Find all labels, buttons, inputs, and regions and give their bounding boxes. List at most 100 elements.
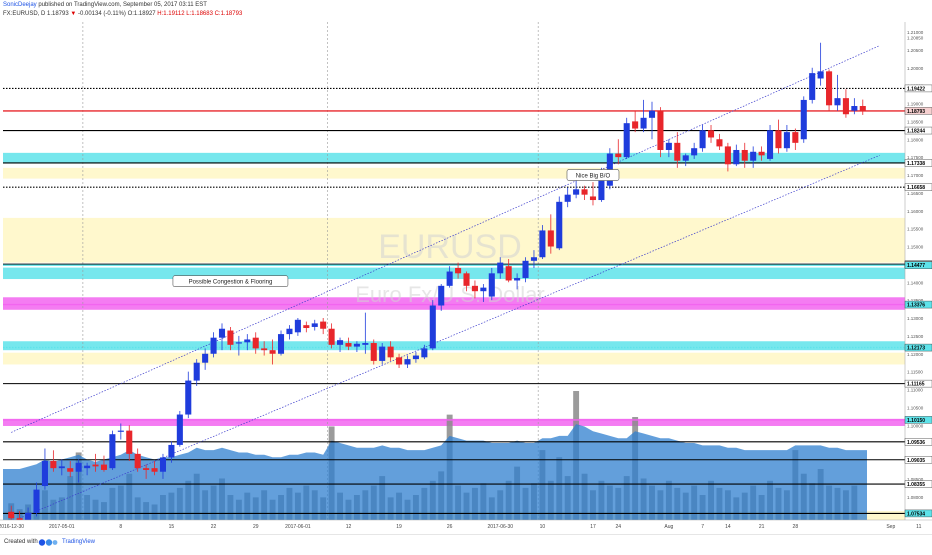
candle-body [446, 271, 453, 286]
candle-body [58, 466, 65, 469]
watermark-layer: EURUSD Euro Fx/U.S. Dollar [355, 228, 545, 307]
candle-body [235, 342, 242, 344]
candle-body [556, 201, 563, 249]
time-tick-label: 26 [447, 524, 453, 530]
author-link[interactable]: SonicDeejay [3, 2, 37, 8]
time-tick-label: 21 [759, 524, 765, 530]
candle-body [632, 121, 639, 129]
price-tick-label: 1.10000 [907, 423, 924, 428]
candle-body [345, 343, 352, 347]
horizontal-lines-layer [3, 87, 905, 514]
candle-body [100, 464, 107, 470]
candle-body [699, 130, 706, 149]
tradingview-brand-link[interactable]: TradingView [62, 539, 96, 545]
time-tick-label: 17 [590, 524, 596, 530]
candle-body [648, 110, 656, 118]
channel-line-1 [11, 155, 880, 523]
time-tick-label: 15 [169, 524, 175, 530]
candle-body [522, 260, 529, 278]
candle-body [277, 334, 285, 354]
candle-body [589, 196, 597, 201]
candle-body [353, 343, 360, 347]
time-tick-label: 11 [916, 524, 921, 530]
price-badge [904, 379, 932, 388]
change-line: -0.00134 (-0.11%) [78, 11, 126, 17]
time-tick-label: 7 [701, 524, 704, 530]
candle-body [682, 155, 689, 161]
candle-body [497, 262, 504, 274]
price-badge [904, 480, 932, 488]
candle-body [429, 305, 436, 349]
price-badge-label: 1.16658 [907, 185, 925, 191]
time-tick-label: 2017-05-01 [49, 524, 75, 530]
candle-body [269, 350, 276, 354]
candle-body [41, 461, 48, 487]
ohlc-close: C:1.18793 [214, 11, 243, 17]
time-tick-label: 2017-06-01 [285, 524, 311, 530]
candle-body [193, 362, 200, 381]
candle-body [741, 149, 748, 161]
price-badge [904, 300, 932, 309]
price-tick-label: 1.19000 [907, 102, 924, 107]
price-tick-label: 1.21000 [907, 30, 924, 35]
zone-band-7 [3, 418, 905, 426]
zone-band-0 [3, 152, 905, 164]
candle-body [328, 328, 335, 345]
candle-body [134, 453, 141, 469]
price-badge-label: 1.11165 [907, 382, 925, 388]
candle-body [311, 323, 318, 327]
candle-body [783, 132, 790, 149]
callout-box-0 [566, 169, 620, 181]
time-tick-label: 29 [253, 524, 259, 530]
zone-band-5 [3, 341, 905, 351]
candle-body [767, 130, 774, 159]
price-badge-label: 1.18793 [907, 109, 925, 115]
price-tick-label: 1.16000 [907, 209, 924, 214]
candle-body [320, 321, 327, 329]
candle-body [809, 73, 816, 100]
time-tick-label: 2016-12-30 [0, 524, 24, 530]
zone-band-1 [3, 167, 905, 179]
candle-body [412, 355, 419, 360]
candle-body [471, 285, 478, 292]
price-tick-label: 1.16500 [907, 191, 924, 196]
price-badge-label: 1.08355 [907, 482, 925, 488]
candle-body [724, 146, 731, 165]
channel-layer [11, 45, 880, 523]
price-tick-label: 1.08000 [907, 495, 924, 500]
candle-body [573, 189, 580, 195]
tradingview-logo-icon[interactable] [38, 538, 58, 547]
candle-body [834, 98, 841, 106]
candle-body [117, 430, 124, 432]
candle-body [337, 340, 344, 345]
publish-info: SonicDeejay published on TradingView.com… [3, 2, 207, 8]
candle-body [674, 142, 681, 161]
candle-body [826, 71, 833, 106]
price-badge [904, 183, 932, 191]
candles-layer [8, 42, 866, 531]
candle-body [286, 328, 293, 335]
candle-body [463, 273, 470, 286]
price-axis[interactable]: 1.210001.208501.205001.200001.195001.190… [904, 0, 932, 520]
price-badge [904, 84, 932, 93]
price-tick-label: 1.15500 [907, 227, 924, 232]
candle-body [33, 489, 40, 513]
candle-body [505, 266, 512, 281]
callout-box-1 [172, 275, 289, 288]
price-tick-label: 1.18500 [907, 119, 924, 124]
price-tick-label: 1.12000 [907, 352, 924, 357]
price-badge-label: 1.07534 [907, 511, 925, 517]
ohlc-low: L:1.18683 [186, 11, 213, 17]
time-tick-label: 14 [725, 524, 731, 530]
time-tick-label: 8 [119, 524, 122, 530]
candle-body [800, 99, 807, 140]
time-axis[interactable]: 2016-12-30 2017-05-01 8 15 22 29 2017-06-01 12 1… [0, 519, 932, 534]
price-badge [904, 107, 932, 115]
ohlc-open: O:1.18927 [127, 11, 156, 17]
volume-average-area [3, 424, 867, 521]
symbol-line: FX:EURUSD, D 1.18793 [3, 11, 69, 17]
price-tick-label: 1.11000 [907, 388, 923, 393]
price-badge [904, 456, 932, 464]
